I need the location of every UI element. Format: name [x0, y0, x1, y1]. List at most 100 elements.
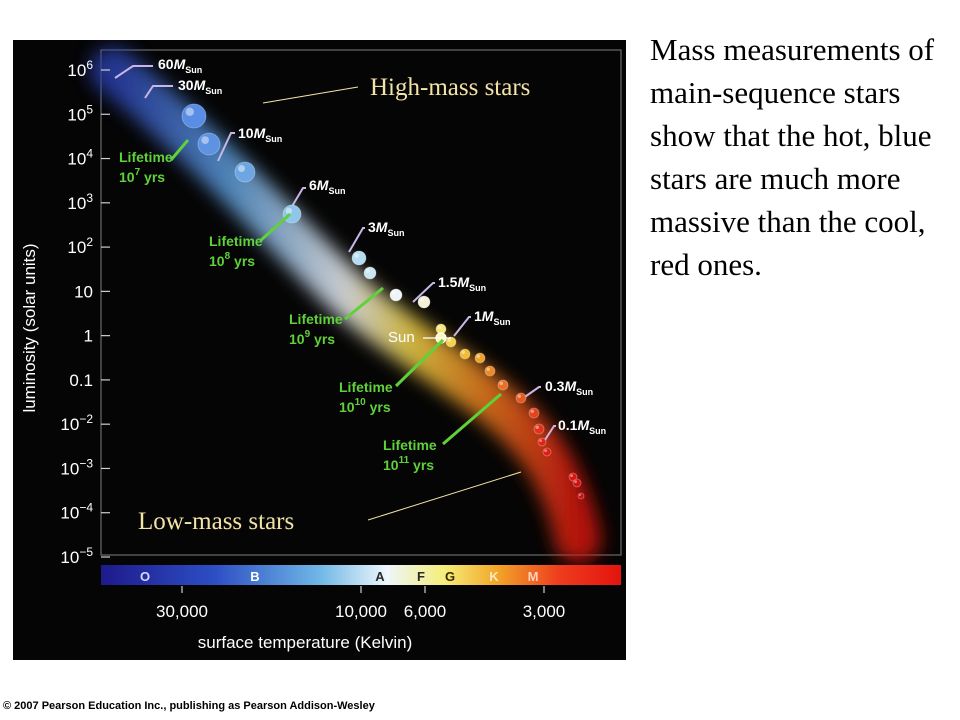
star-highlight — [185, 107, 194, 117]
star-sphere — [572, 478, 582, 488]
mass-label: 3MSun — [368, 219, 404, 238]
lifetime-value: 107 yrs — [119, 167, 165, 185]
star-sphere — [497, 379, 509, 391]
y-tick-label: 10 — [74, 282, 93, 301]
mass-label: 10MSun — [238, 125, 282, 144]
mass-label: 60MSun — [158, 56, 202, 75]
star-highlight — [461, 350, 465, 354]
y-tick-label: 10−4 — [60, 501, 93, 523]
spectral-class-letter: F — [417, 569, 425, 584]
low-mass-stars-label: Low-mass stars — [138, 508, 295, 535]
caption-text: Mass measurements of main-sequence stars… — [650, 32, 935, 282]
mass-labels: 60MSun 30MSun 10MSun 6MSun 3MSun 1.5MSun 1MSun… — [158, 56, 606, 436]
mass-label: 6MSun — [309, 177, 345, 196]
lifetime-label: Lifetime — [119, 149, 173, 165]
star-highlight — [419, 297, 424, 302]
star-highlight — [544, 449, 547, 452]
spectral-class-letter: G — [445, 569, 455, 584]
star-highlight — [447, 338, 451, 342]
lifetime-connector — [442, 392, 502, 446]
star-highlight — [201, 136, 209, 144]
star-sphere — [542, 447, 552, 457]
mass-label: 0.3MSun — [545, 378, 593, 397]
x-axis-label: surface temperature (Kelvin) — [198, 633, 412, 652]
mass-label-connector — [348, 227, 365, 253]
star-sphere — [577, 492, 585, 500]
star-highlight — [530, 409, 534, 413]
star-sphere — [234, 161, 256, 183]
star-sphere — [515, 392, 527, 404]
sun-label: Sun — [388, 329, 415, 346]
spectral-class-strip — [101, 565, 621, 585]
lifetime-connector — [169, 139, 190, 161]
mass-label-connector — [542, 425, 556, 444]
high-mass-stars-label: High-mass stars — [370, 74, 531, 101]
high-mass-pointer — [262, 86, 359, 104]
star-sphere — [197, 132, 221, 156]
y-tick-label: 1 — [84, 327, 93, 346]
star-sphere — [484, 365, 496, 377]
spectral-class-letter: O — [140, 569, 150, 584]
y-tick-label: 103 — [67, 191, 93, 213]
star-highlight — [365, 268, 370, 273]
star-highlight — [391, 290, 396, 295]
star-sphere — [568, 472, 578, 482]
mass-label-connector — [453, 316, 471, 337]
x-tick-label: 3,000 — [523, 602, 566, 621]
star-highlight — [570, 474, 573, 477]
star-highlight — [499, 381, 503, 385]
star-sphere — [533, 423, 545, 435]
lifetime-connector — [258, 212, 292, 243]
y-tick-label: 106 — [67, 58, 93, 80]
star-highlight — [285, 207, 292, 215]
low-mass-pointer — [367, 471, 522, 521]
y-tick-label: 10−5 — [60, 545, 93, 567]
star-sphere — [417, 295, 431, 309]
mass-label-connector — [412, 282, 435, 303]
lifetime-value: 1010 yrs — [339, 397, 391, 415]
star-sphere — [459, 348, 471, 360]
lifetime-label: Lifetime — [209, 233, 263, 249]
lifetime-value: 109 yrs — [289, 329, 335, 347]
star-sphere — [282, 204, 302, 224]
mass-label-connector — [217, 132, 235, 162]
y-tick-label: 10−2 — [60, 412, 93, 434]
lifetime-label: Lifetime — [339, 379, 393, 395]
spectral-class-letter: A — [375, 569, 385, 584]
mass-label: 1.5MSun — [438, 274, 486, 293]
star-sphere — [389, 288, 403, 302]
y-tick-label: 10−3 — [60, 456, 93, 478]
star-sphere — [363, 266, 377, 280]
star-sphere — [351, 250, 367, 266]
copyright-notice: © 2007 Pearson Education Inc., publishin… — [3, 700, 375, 712]
star-highlight — [539, 439, 542, 442]
star-sphere — [474, 352, 486, 364]
plot-frame — [100, 49, 622, 556]
star-highlight — [238, 165, 245, 172]
y-tick-label: 0.1 — [69, 371, 93, 390]
star-sphere — [528, 407, 540, 419]
main-sequence-band — [90, 47, 601, 563]
star-highlight — [574, 480, 577, 483]
lifetime-connector — [344, 286, 384, 321]
mass-label-connector — [114, 65, 153, 79]
y-tick-label: 104 — [67, 147, 93, 169]
lifetime-label: Lifetime — [383, 437, 437, 453]
star-highlight — [476, 354, 480, 358]
x-tick-label: 30,000 — [156, 602, 208, 621]
star-sphere — [181, 103, 207, 129]
y-tick-label: 105 — [67, 102, 93, 124]
star-highlight — [437, 325, 441, 329]
star-highlight — [517, 394, 521, 398]
spectral-class-letter: B — [250, 569, 259, 584]
star-sphere — [537, 437, 547, 447]
x-tick-label: 6,000 — [404, 602, 447, 621]
star-highlight — [578, 493, 581, 497]
mass-label: 30MSun — [178, 77, 222, 96]
y-axis-label: luminosity (solar units) — [20, 243, 39, 412]
spectral-class-letter: K — [489, 569, 499, 584]
